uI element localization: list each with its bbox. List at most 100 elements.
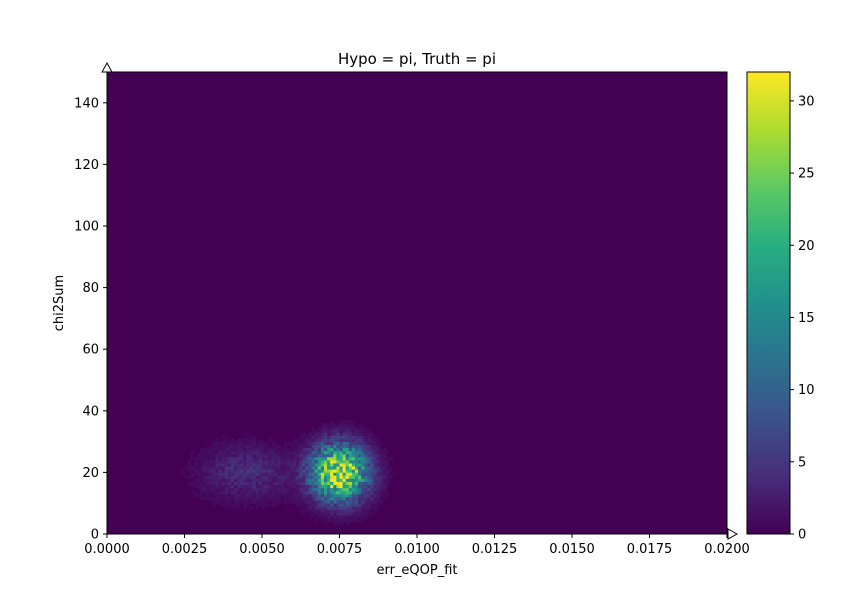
heatmap-cell bbox=[339, 518, 343, 522]
heatmap-cell bbox=[286, 460, 291, 464]
heatmap-cell bbox=[324, 463, 328, 467]
heatmap-cell bbox=[386, 484, 390, 489]
heatmap-cell bbox=[262, 447, 266, 452]
heatmap-cell bbox=[351, 478, 356, 482]
heatmap-cell bbox=[355, 472, 359, 476]
heatmap-cell bbox=[379, 478, 384, 482]
heatmap-cell bbox=[246, 503, 250, 507]
heatmap-cell bbox=[324, 481, 328, 486]
heatmap-cell bbox=[299, 463, 303, 467]
heatmap-cell bbox=[305, 444, 309, 449]
heatmap-cell bbox=[342, 512, 346, 516]
heatmap-cell bbox=[317, 515, 322, 519]
heatmap-cell bbox=[345, 423, 350, 427]
heatmap-cell bbox=[296, 472, 300, 476]
heatmap-cell bbox=[327, 438, 331, 442]
heatmap-cell bbox=[268, 487, 272, 492]
heatmap-cell bbox=[351, 420, 356, 424]
heatmap-cell bbox=[237, 463, 241, 467]
heatmap-cell bbox=[237, 487, 241, 492]
heatmap-cell bbox=[221, 457, 226, 461]
heatmap-cell bbox=[224, 450, 229, 455]
heatmap-cell bbox=[221, 466, 226, 470]
heatmap-cell bbox=[355, 475, 359, 479]
heatmap-cell bbox=[324, 509, 328, 513]
heatmap-cell bbox=[333, 466, 337, 470]
heatmap-cell bbox=[252, 438, 257, 442]
heatmap-cell bbox=[255, 478, 260, 482]
heatmap-cell bbox=[231, 466, 235, 470]
heatmap-cell bbox=[262, 472, 266, 476]
heatmap-cell bbox=[305, 493, 309, 498]
heatmap-cell bbox=[339, 493, 343, 498]
heatmap-cell bbox=[339, 521, 343, 526]
heatmap-cell bbox=[240, 487, 244, 492]
heatmap-cell bbox=[286, 447, 291, 452]
heatmap-cell bbox=[237, 490, 241, 495]
heatmap-cell bbox=[255, 441, 260, 445]
heatmap-cell bbox=[355, 438, 359, 442]
heatmap-cell bbox=[311, 481, 315, 486]
heatmap-cell bbox=[367, 450, 371, 455]
heatmap-cell bbox=[373, 475, 377, 479]
heatmap-cell bbox=[386, 463, 390, 467]
heatmap-cell bbox=[364, 463, 368, 467]
heatmap-cell bbox=[305, 457, 309, 461]
heatmap-cell bbox=[271, 463, 275, 467]
heatmap-cell bbox=[280, 457, 284, 461]
heatmap-cell bbox=[333, 497, 337, 501]
heatmap-cell bbox=[252, 469, 257, 473]
heatmap-cell bbox=[243, 490, 247, 495]
heatmap-cell bbox=[252, 478, 257, 482]
heatmap-cell bbox=[373, 438, 377, 442]
heatmap-cell bbox=[327, 518, 331, 522]
heatmap-cell bbox=[218, 466, 222, 470]
heatmap-cell bbox=[333, 512, 337, 516]
heatmap-cell bbox=[286, 457, 291, 461]
heatmap-cell bbox=[296, 503, 300, 507]
heatmap-cell bbox=[348, 475, 353, 479]
heatmap-cell bbox=[367, 438, 371, 442]
heatmap-cell bbox=[342, 453, 346, 458]
heatmap-cell bbox=[320, 472, 325, 476]
heatmap-cell bbox=[364, 466, 368, 470]
heatmap-cell bbox=[237, 506, 241, 510]
heatmap-cell bbox=[320, 429, 325, 433]
heatmap-cell bbox=[283, 503, 288, 507]
heatmap-cell bbox=[240, 438, 244, 442]
heatmap-cell bbox=[348, 503, 353, 507]
heatmap-cell bbox=[314, 447, 319, 452]
heatmap-cell bbox=[333, 423, 337, 427]
heatmap-cell bbox=[221, 478, 226, 482]
heatmap-cell bbox=[364, 509, 368, 513]
heatmap-cell bbox=[289, 487, 294, 492]
heatmap-cell bbox=[206, 481, 210, 486]
heatmap-cell bbox=[367, 481, 371, 486]
heatmap-cell bbox=[348, 515, 353, 519]
heatmap-cell bbox=[206, 447, 210, 452]
heatmap-cell bbox=[234, 503, 238, 507]
heatmap-cell bbox=[209, 469, 213, 473]
heatmap-cell bbox=[376, 457, 381, 461]
heatmap-cell bbox=[246, 475, 250, 479]
heatmap-cell bbox=[240, 478, 244, 482]
heatmap-cell bbox=[184, 475, 188, 479]
heatmap-cell bbox=[342, 450, 346, 455]
heatmap-cell bbox=[234, 453, 238, 458]
heatmap-cell bbox=[240, 472, 244, 476]
heatmap-cell bbox=[370, 444, 374, 449]
heatmap-cell bbox=[342, 500, 346, 504]
heatmap-cell bbox=[246, 432, 250, 436]
heatmap-cell bbox=[283, 463, 288, 467]
heatmap-cell bbox=[299, 487, 303, 492]
heatmap-cell bbox=[339, 466, 343, 470]
heatmap-cell bbox=[355, 432, 359, 436]
heatmap-cell bbox=[333, 493, 337, 498]
heatmap-cell bbox=[258, 478, 263, 482]
heatmap-cell bbox=[271, 453, 275, 458]
heatmap-cell bbox=[336, 500, 340, 504]
heatmap-cell bbox=[382, 481, 387, 486]
heatmap-cell bbox=[317, 475, 322, 479]
heatmap-cell bbox=[386, 475, 390, 479]
heatmap-cell bbox=[289, 478, 294, 482]
